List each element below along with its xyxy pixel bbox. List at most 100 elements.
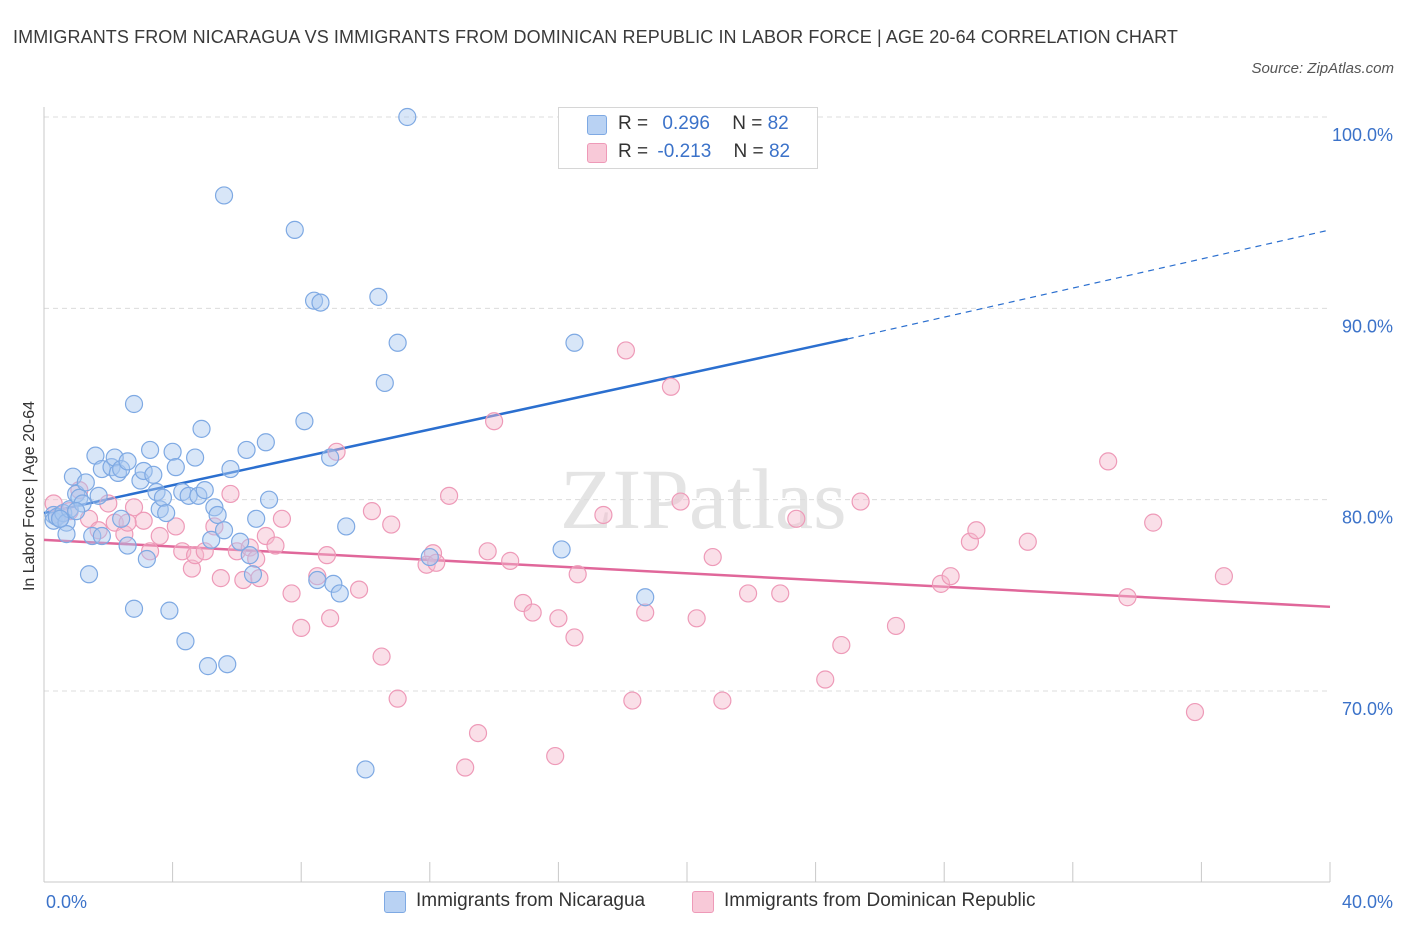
nicaragua-swatch <box>587 115 607 135</box>
dominican-point <box>134 511 153 530</box>
nicaragua-point <box>124 394 144 414</box>
nicaragua-point <box>308 570 327 590</box>
nicaragua-point <box>163 442 182 461</box>
nicaragua-point <box>237 440 256 460</box>
nicaragua-point <box>221 459 240 479</box>
dominican-point <box>549 609 568 628</box>
r-label: R = <box>618 141 649 162</box>
dominican-point <box>99 494 118 513</box>
dominican-point <box>523 603 542 622</box>
n-value: 82 <box>767 113 789 134</box>
dominican-point <box>362 502 382 521</box>
dominican-point <box>221 484 240 504</box>
nicaragua-point <box>118 536 137 555</box>
chart-title: IMMIGRANTS FROM NICARAGUA VS IMMIGRANTS … <box>13 27 1178 47</box>
dominican-point <box>1185 702 1205 722</box>
dominican-point <box>439 486 459 505</box>
dominican-point <box>713 691 732 710</box>
nicaragua-point <box>337 517 356 536</box>
nicaragua-point <box>311 293 330 312</box>
nicaragua-point <box>304 291 324 310</box>
nicaragua-point <box>218 655 237 674</box>
nicaragua-point <box>240 546 259 565</box>
nicaragua-point <box>330 584 349 603</box>
nicaragua-legend-label: Immigrants from Nicaragua <box>416 890 646 911</box>
nicaragua-point <box>124 599 144 618</box>
dominican-point <box>308 567 327 586</box>
nicaragua-point <box>179 486 198 505</box>
dominican-point <box>272 509 292 528</box>
dominican-point <box>941 567 960 586</box>
nicaragua-point <box>356 760 375 779</box>
nicaragua-point <box>83 526 102 546</box>
dominican-point <box>1118 588 1137 607</box>
nicaragua-point <box>552 540 571 559</box>
dominican-point <box>1144 513 1163 532</box>
dominican-point <box>211 569 230 588</box>
n-value: 82 <box>768 141 791 162</box>
dominican-point <box>317 546 337 565</box>
dominican-point <box>931 574 951 593</box>
dominican-point <box>851 492 870 511</box>
nicaragua-point <box>565 333 584 352</box>
dominican-point <box>967 521 986 540</box>
nicaragua-point <box>214 521 234 540</box>
dominican-point <box>565 628 584 647</box>
watermark: ZIPatlas <box>560 451 847 547</box>
dominican-point <box>546 746 565 766</box>
dominican-point <box>816 670 835 689</box>
dominican-point <box>485 412 504 431</box>
nicaragua-point <box>636 588 655 607</box>
dominican-point <box>240 538 259 557</box>
dominican-point <box>886 616 906 636</box>
nicaragua-point <box>57 525 76 544</box>
dominican-point <box>256 526 275 546</box>
nicaragua-point <box>259 490 279 509</box>
nicaragua-point <box>256 433 275 452</box>
nicaragua-point <box>76 473 95 492</box>
nicaragua-point <box>192 419 211 438</box>
dominican-point <box>513 593 533 613</box>
dominican-point <box>266 536 285 555</box>
dominican-point <box>1018 532 1037 551</box>
nicaragua-point <box>153 488 173 507</box>
nicaragua-legend-swatch <box>384 891 406 913</box>
dominican-point <box>124 498 144 517</box>
nicaragua-point <box>67 502 86 521</box>
nicaragua-point <box>134 461 153 481</box>
nicaragua-point <box>195 481 214 500</box>
dominican-point <box>321 609 340 628</box>
nicaragua-point <box>202 530 221 549</box>
nicaragua-point <box>118 452 137 471</box>
nicaragua-point <box>50 509 70 528</box>
dominican-point <box>616 341 636 360</box>
r-label: R = <box>618 113 649 134</box>
dominican-point <box>1214 567 1234 586</box>
dominican-point <box>195 542 214 561</box>
nicaragua-point <box>137 549 156 569</box>
nicaragua-point <box>198 657 218 676</box>
nicaragua-point <box>160 601 179 620</box>
dominican-point <box>703 547 722 567</box>
nicaragua-point <box>324 574 343 593</box>
dominican-point <box>282 584 301 603</box>
nicaragua-point <box>321 448 340 467</box>
nicaragua-point <box>89 486 108 505</box>
nicaragua-point <box>144 465 163 484</box>
dominican-point <box>388 689 407 708</box>
y-tick-label: 80.0% <box>1342 508 1393 528</box>
nicaragua-point <box>369 287 388 306</box>
dominican-swatch <box>587 143 607 163</box>
nicaragua-point <box>285 220 304 239</box>
dominican-point <box>372 647 391 666</box>
dominican-point <box>960 532 980 551</box>
dominican-point <box>205 517 224 536</box>
nicaragua-point <box>70 488 89 507</box>
dominican-point <box>182 559 201 578</box>
dominican-point <box>468 723 488 743</box>
nicaragua-point <box>214 186 234 205</box>
dominican-point <box>349 580 369 599</box>
x-tick-label-max: 40.0% <box>1342 892 1393 912</box>
dominican-point <box>382 515 401 534</box>
